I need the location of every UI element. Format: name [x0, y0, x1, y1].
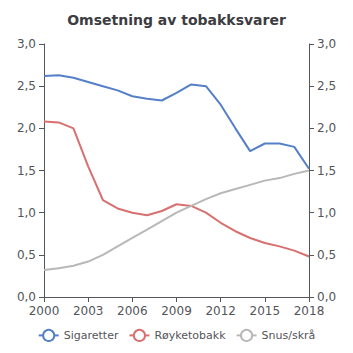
- svg-text:2,0: 2,0: [17, 121, 36, 135]
- svg-text:Røyketobakk: Røyketobakk: [154, 329, 226, 342]
- svg-text:0,0: 0,0: [17, 290, 36, 304]
- svg-text:2006: 2006: [117, 304, 148, 318]
- svg-text:Omsetning av tobakksvarer: Omsetning av tobakksvarer: [67, 12, 286, 28]
- svg-text:2003: 2003: [73, 304, 104, 318]
- svg-text:2018: 2018: [294, 304, 325, 318]
- svg-text:1,0: 1,0: [317, 206, 336, 220]
- svg-text:0,5: 0,5: [317, 248, 336, 262]
- svg-text:2,5: 2,5: [17, 79, 36, 93]
- svg-text:1,5: 1,5: [17, 164, 36, 178]
- svg-text:3,0: 3,0: [17, 37, 36, 51]
- svg-text:Sigaretter: Sigaretter: [64, 329, 119, 342]
- svg-text:1,0: 1,0: [17, 206, 36, 220]
- svg-text:0,5: 0,5: [17, 248, 36, 262]
- svg-text:2015: 2015: [250, 304, 281, 318]
- svg-text:1,5: 1,5: [317, 164, 336, 178]
- svg-text:Snus/skrå: Snus/skrå: [262, 329, 316, 342]
- svg-text:2,0: 2,0: [317, 121, 336, 135]
- svg-text:2,5: 2,5: [317, 79, 336, 93]
- svg-text:2000: 2000: [29, 304, 60, 318]
- svg-text:2012: 2012: [205, 304, 236, 318]
- svg-text:3,0: 3,0: [317, 37, 336, 51]
- svg-text:0,0: 0,0: [317, 290, 336, 304]
- svg-text:2009: 2009: [161, 304, 192, 318]
